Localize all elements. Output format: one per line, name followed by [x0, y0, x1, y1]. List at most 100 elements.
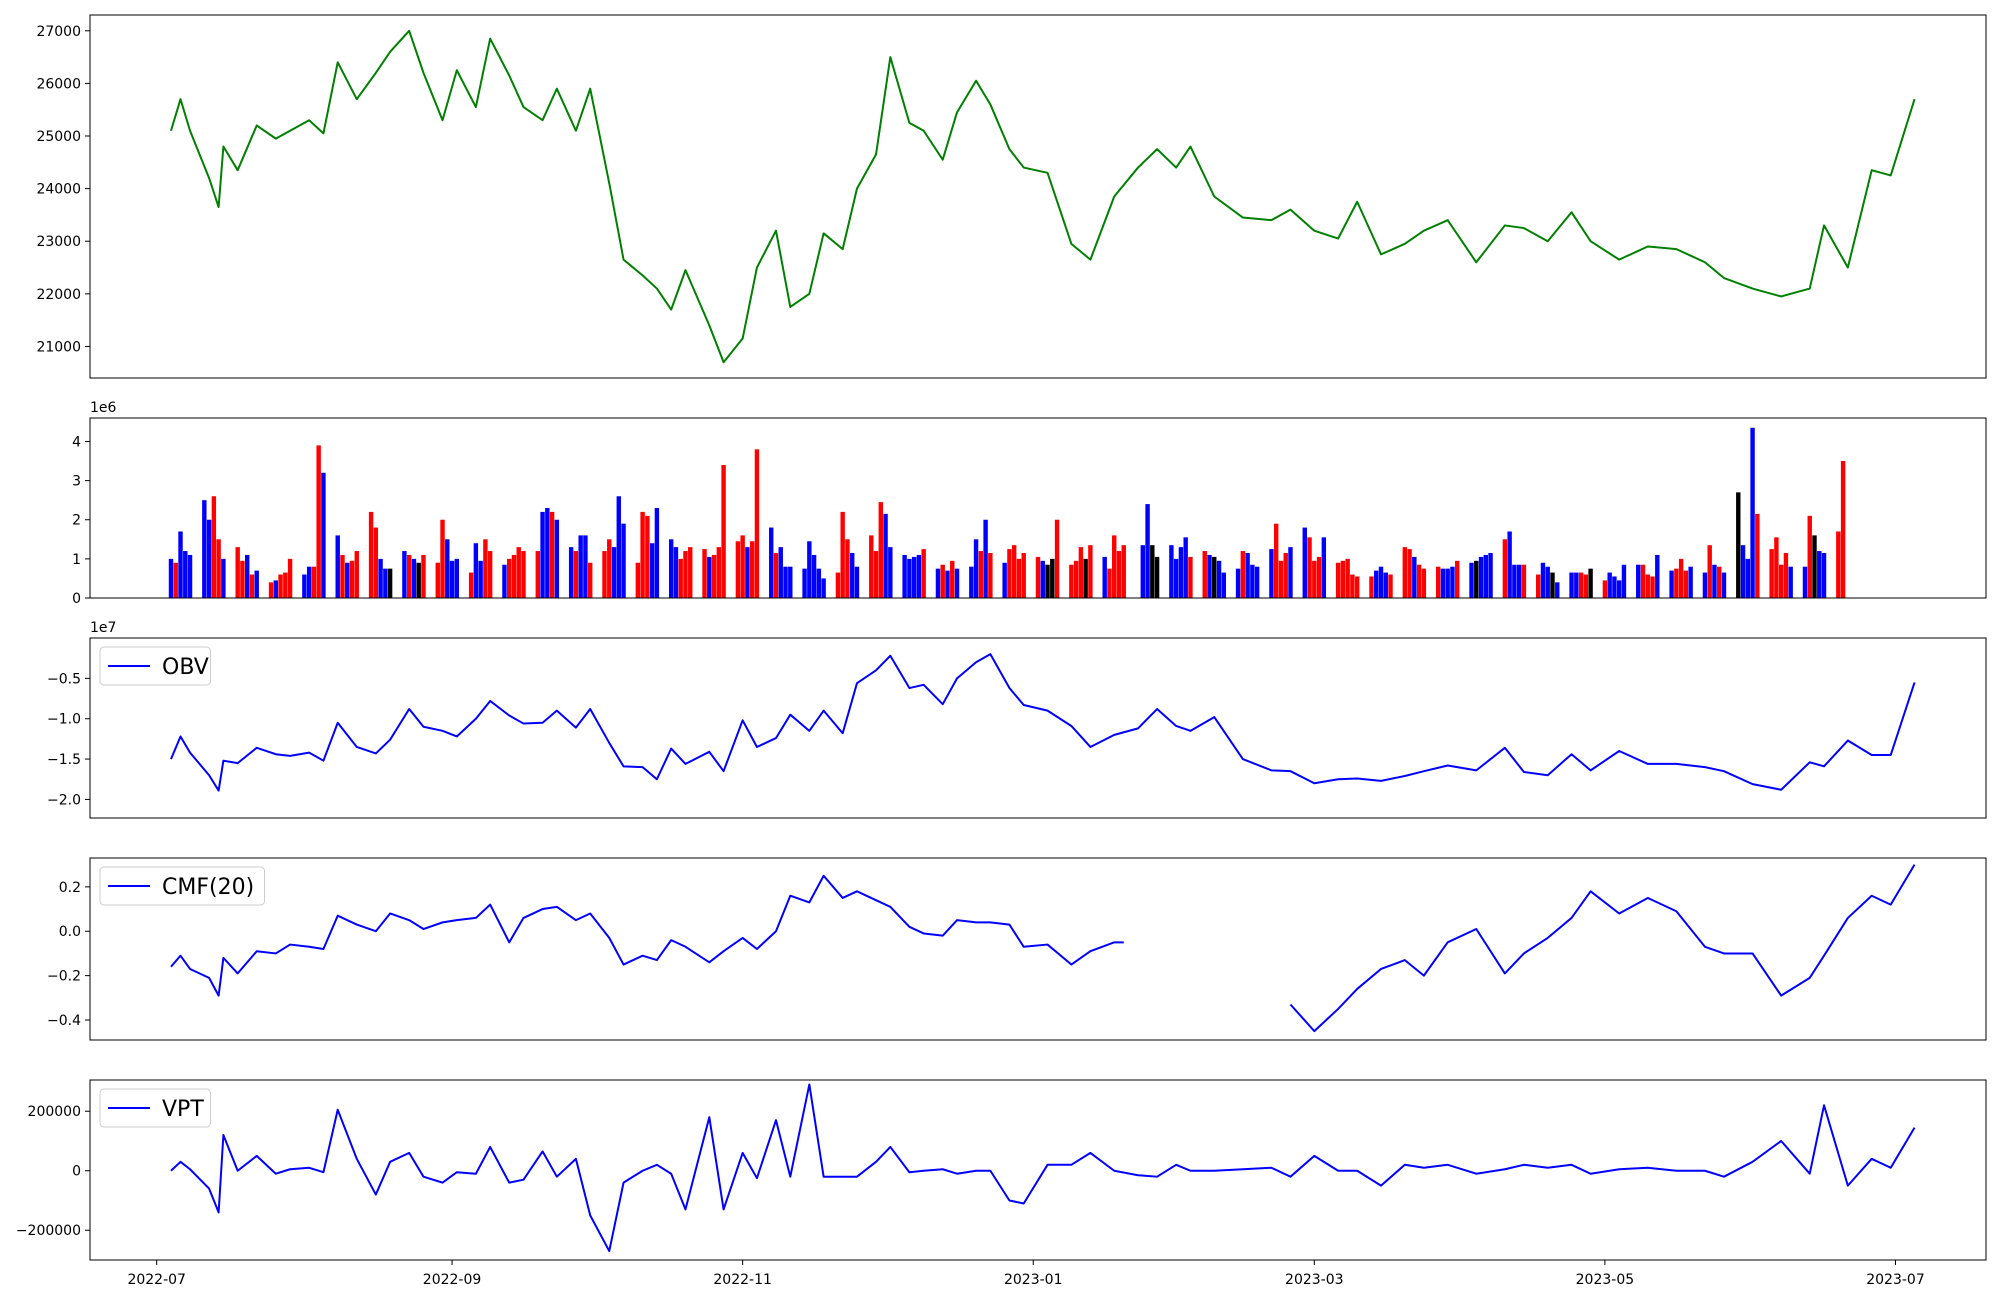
volume-bar	[1378, 566, 1384, 598]
volume-bar	[1212, 556, 1217, 598]
volume-bar	[1421, 568, 1427, 598]
volume-bar	[1750, 427, 1755, 598]
volume-bar	[1388, 574, 1393, 598]
volume-bar	[588, 562, 593, 598]
volume-bar	[1283, 553, 1288, 598]
volume-bar	[511, 554, 517, 598]
volume-bar	[583, 535, 588, 598]
volume-bar	[1440, 568, 1446, 598]
vpt-legend: VPT	[99, 1088, 211, 1128]
volume-bar	[1812, 535, 1817, 598]
volume-bar	[1778, 564, 1784, 598]
volume-bar	[1140, 545, 1145, 598]
volume-bar	[1488, 553, 1493, 598]
vpt-ytick-label: −200000	[16, 1223, 81, 1239]
date-tick-label: 2023-05	[1576, 1272, 1635, 1288]
volume-bar	[1407, 549, 1412, 598]
volume-bar	[1069, 564, 1074, 598]
volume-bar	[345, 562, 350, 598]
volume-ytick-label: 3	[72, 474, 81, 490]
volume-bar	[945, 570, 950, 598]
volume-bar	[654, 508, 660, 598]
date-tick-label: 2022-07	[127, 1272, 186, 1288]
price-ytick-label: 21000	[36, 339, 81, 355]
volume-bar	[1502, 539, 1508, 598]
volume-bar	[440, 519, 445, 598]
cmf-y-axis: −0.4 −0.2 0.0 0.2	[47, 880, 90, 1029]
obv-legend-label: OBV	[162, 655, 209, 680]
volume-bar	[568, 547, 574, 598]
volume-bar	[1002, 562, 1007, 598]
volume-bar	[521, 551, 526, 598]
volume-bar	[1569, 572, 1574, 598]
volume-bar	[1240, 551, 1246, 598]
volume-bar	[1245, 553, 1250, 598]
volume-bar	[483, 539, 488, 598]
vpt-legend-box	[99, 1088, 211, 1128]
volume-bar	[869, 535, 874, 598]
volume-bar	[1150, 545, 1155, 598]
volume-bar	[1550, 572, 1555, 598]
price-ytick-label: 26000	[36, 76, 81, 92]
volume-bar	[1350, 574, 1355, 598]
volume-bar	[578, 535, 583, 598]
obv-line-layer	[170, 653, 1916, 792]
volume-bar	[1188, 556, 1193, 598]
obv-panel: −2.0 −1.5 −1.0 −0.5 1e7 OBV	[47, 620, 1987, 819]
volume-bar	[1054, 519, 1060, 598]
volume-bar	[640, 511, 645, 598]
volume-bar	[1688, 566, 1693, 598]
volume-bar	[788, 566, 793, 598]
vpt-series-line	[170, 1083, 1916, 1253]
volume-bar	[340, 554, 345, 598]
volume-bar	[1412, 556, 1417, 598]
volume-bar	[1807, 515, 1812, 598]
volume-bar	[783, 566, 788, 598]
volume-bar	[387, 568, 393, 598]
volume-bar	[416, 562, 421, 598]
volume-bar	[178, 531, 183, 598]
volume-bar	[988, 553, 993, 598]
volume-bar	[245, 554, 250, 598]
volume-bar	[1340, 560, 1346, 598]
volume-bar	[1116, 551, 1122, 598]
volume-bar	[707, 556, 712, 598]
volume-bar	[1621, 564, 1627, 598]
price-series-line	[170, 29, 1916, 364]
volume-bar	[1478, 556, 1484, 598]
volume-bar	[769, 527, 774, 598]
volume-bar	[811, 554, 817, 598]
volume-bar	[1254, 566, 1260, 598]
price-line-layer	[170, 29, 1916, 364]
volume-bar	[449, 560, 455, 598]
volume-bar	[1354, 576, 1360, 598]
volume-bar	[406, 554, 412, 598]
cmf-legend-label: CMF(20)	[162, 875, 254, 900]
volume-bar	[611, 547, 617, 598]
volume-bar	[1602, 580, 1608, 598]
date-x-axis: 2022-07 2022-09 2022-11 2023-01 2023-03 2023-…	[127, 1260, 1925, 1288]
volume-bar	[1683, 570, 1689, 598]
volume-bar	[845, 539, 850, 598]
volume-bar	[1445, 568, 1450, 598]
volume-bar	[278, 574, 283, 598]
obv-legend: OBV	[99, 646, 211, 686]
volume-bar	[835, 572, 841, 598]
price-ytick-label: 23000	[36, 234, 81, 250]
obv-series-line	[170, 653, 1916, 792]
volume-bar	[1045, 564, 1050, 598]
volume-bar	[621, 523, 626, 598]
volume-bar	[1740, 545, 1746, 598]
volume-bar	[688, 547, 693, 598]
volume-bar	[1721, 572, 1727, 598]
volume-bar	[807, 541, 812, 598]
volume-bar	[1612, 576, 1617, 598]
obv-panel-frame	[89, 637, 1987, 819]
volume-bar	[1555, 582, 1560, 598]
volume-bar	[1107, 568, 1112, 598]
volume-bar	[1512, 564, 1517, 598]
volume-bar	[287, 558, 293, 598]
volume-bar	[283, 572, 288, 598]
volume-ytick-label: 4	[72, 434, 81, 450]
